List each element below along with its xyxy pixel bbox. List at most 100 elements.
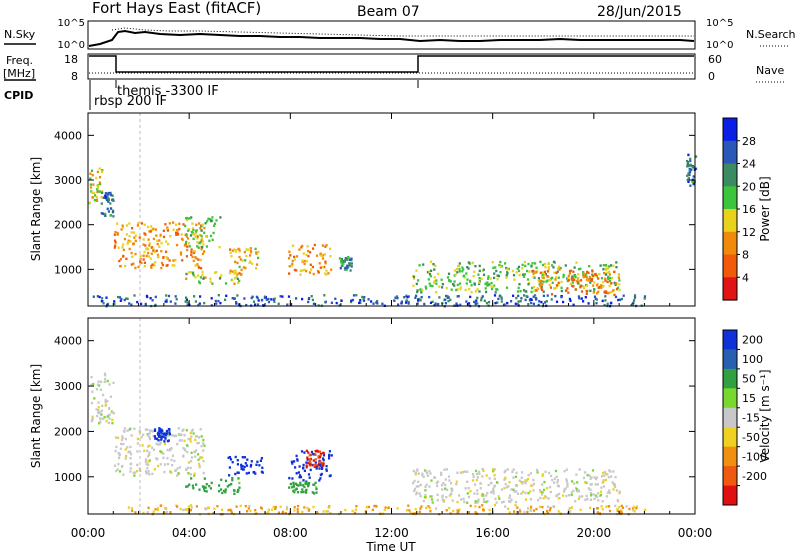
power-cell-11: [688, 170, 691, 173]
power-cell-10: [587, 302, 590, 305]
velocity-cell-8: [603, 474, 606, 477]
power-cell-3: [195, 230, 198, 233]
power-cell-9: [601, 285, 604, 288]
velocity-cell-8: [441, 498, 444, 501]
power-cell-2: [175, 231, 178, 234]
power-cell-8: [455, 288, 458, 292]
power-cell-9: [541, 276, 544, 279]
power-cell-10: [405, 294, 408, 297]
power-cell-8: [604, 264, 607, 267]
power-cell-2: [183, 244, 186, 247]
velocity-cell-9: [190, 504, 193, 507]
power-cell-2: [153, 264, 156, 267]
power-cell-9: [553, 287, 556, 290]
power-cell-6: [295, 255, 299, 258]
power-cell-10: [601, 299, 604, 303]
velocity-cell-8: [441, 495, 444, 499]
power-cell-10: [363, 296, 366, 299]
power-cell-1: [107, 191, 110, 195]
velocity-cell-8: [589, 492, 592, 495]
power-cell-8: [558, 265, 561, 268]
power-cell-10: [407, 302, 410, 305]
power-cell-10: [400, 302, 403, 305]
velocity-cell-1: [122, 473, 125, 476]
power-cell-8: [602, 264, 605, 267]
power-cell-10: [476, 296, 479, 300]
velocity-cell-1: [118, 456, 121, 460]
velocity-cell-8: [445, 495, 448, 499]
power-cell-8: [542, 280, 545, 283]
power-cell-2: [201, 240, 204, 243]
velocity-cell-8: [573, 482, 576, 485]
velocity-cell-4: [243, 465, 246, 469]
power-cell-10: [308, 297, 311, 300]
power-colorbar-tick-label: 20: [742, 180, 756, 193]
power-cell-8: [522, 275, 526, 278]
velocity-cell-9: [364, 510, 367, 513]
velocity-cell-3: [198, 488, 201, 491]
velocity-cell-7: [315, 486, 318, 489]
colorbar-segment: [723, 388, 737, 409]
velocity-cell-2: [161, 432, 164, 435]
power-cell-5: [257, 250, 260, 254]
power-cell-9: [580, 279, 583, 282]
power-cell-2: [158, 245, 161, 248]
velocity-cell-9: [354, 508, 357, 511]
velocity-cell-1: [187, 437, 190, 441]
power-cell-2: [133, 236, 136, 239]
velocity-cell-5: [302, 479, 305, 482]
power-cell-10: [538, 300, 541, 303]
power-cell-10: [540, 300, 543, 304]
power-cell-0: [95, 176, 98, 180]
velocity-cell-5: [318, 479, 321, 482]
velocity-cell-3: [202, 487, 206, 490]
velocity-cell-8: [491, 489, 494, 493]
velocity-cell-9: [608, 509, 612, 513]
power-cell-6: [301, 259, 304, 262]
power-cell-9: [615, 282, 618, 285]
power-cell-7: [340, 258, 343, 261]
velocity-cell-0: [99, 388, 102, 391]
power-cell-8: [433, 281, 436, 284]
power-cell-8: [615, 261, 618, 264]
power-cell-8: [435, 291, 438, 294]
velocity-cell-2: [158, 429, 161, 433]
velocity-cell-8: [506, 468, 509, 471]
power-cell-2: [137, 265, 140, 269]
velocity-cell-0: [97, 380, 100, 383]
velocity-cell-9: [316, 511, 319, 514]
velocity-cell-8: [542, 497, 545, 500]
velocity-cell-8: [422, 475, 425, 478]
power-cell-6: [321, 244, 324, 247]
velocity-cell-8: [587, 487, 590, 490]
power-cell-4: [209, 277, 212, 280]
power-cell-10: [447, 296, 450, 299]
velocity-cell-9: [351, 509, 354, 513]
velocity-cell-9: [182, 508, 185, 512]
velocity-cell-8: [436, 493, 439, 496]
velocity-cell-6: [308, 454, 311, 457]
power-cell-2: [133, 231, 136, 234]
power-cell-8: [459, 286, 462, 289]
velocity-cell-3: [237, 477, 240, 480]
power-cell-9: [595, 284, 599, 287]
power-cell-1: [107, 210, 110, 213]
power-cell-10: [449, 298, 452, 302]
power-colorbar-tick-label: 28: [742, 135, 756, 148]
velocity-cell-4: [234, 455, 237, 459]
power-cell-10: [632, 301, 635, 304]
power-cell-8: [493, 276, 496, 280]
velocity-cell-8: [593, 476, 596, 479]
power-cell-10: [594, 297, 597, 300]
velocity-cell-7: [295, 487, 298, 490]
velocity-cell-8: [475, 472, 479, 476]
power-cell-2: [143, 250, 146, 254]
velocity-cell-1: [120, 438, 124, 442]
power-cell-1: [104, 214, 107, 217]
velocity-cell-8: [618, 491, 621, 495]
velocity-cell-9: [452, 509, 455, 513]
velocity-cell-8: [578, 468, 581, 471]
power-cell-8: [478, 264, 481, 268]
velocity-cell-8: [588, 474, 591, 477]
